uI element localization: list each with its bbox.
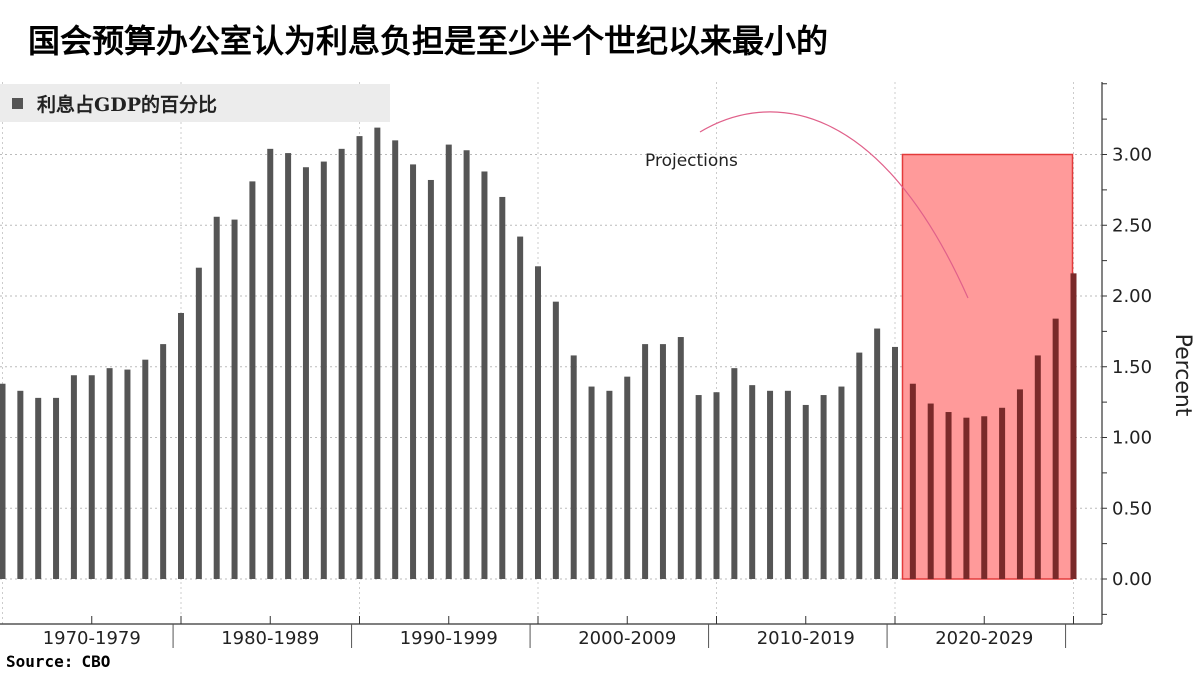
bar	[642, 344, 649, 579]
bar	[1052, 318, 1059, 579]
bar	[802, 404, 809, 579]
bar	[927, 403, 934, 579]
bar	[249, 181, 256, 579]
bar	[981, 416, 988, 579]
bar	[767, 390, 774, 579]
y-tick-label: 1.50	[1112, 357, 1152, 378]
bar	[320, 161, 327, 579]
bar	[142, 359, 149, 579]
source-note: Source: CBO	[6, 652, 118, 671]
legend: 利息占GDP的百分比	[0, 84, 390, 122]
y-tick-label: 2.00	[1112, 286, 1152, 307]
bar	[481, 171, 488, 580]
bar	[945, 412, 952, 579]
bar	[338, 148, 345, 579]
bar	[874, 328, 881, 579]
bar	[659, 344, 666, 579]
bar	[231, 219, 238, 579]
bar	[445, 144, 452, 579]
bar	[302, 167, 309, 580]
chart-title: 国会预算办公室认为利息负担是至少半个世纪以来最小的	[28, 22, 829, 60]
bar	[624, 376, 631, 579]
bar	[499, 196, 506, 579]
projection-annotation-label: Projections	[645, 151, 738, 171]
bar	[70, 375, 77, 579]
decade-label: 2000-2009	[578, 628, 676, 649]
legend-label: 利息占GDP的百分比	[37, 93, 217, 116]
bar	[570, 355, 577, 579]
bar	[178, 312, 184, 579]
bar	[53, 397, 60, 579]
bar	[1016, 389, 1023, 579]
bar	[213, 216, 220, 579]
bar	[784, 390, 791, 579]
decade-label: 2010-2019	[757, 628, 855, 649]
bar	[838, 386, 845, 579]
bar	[267, 148, 274, 579]
y-tick-label: 0.00	[1112, 569, 1152, 590]
bar	[909, 383, 916, 579]
y-tick-labels: 0.00 0.50 1.00 1.50 2.00 2.50 3.00	[1112, 145, 1152, 591]
bar	[88, 375, 95, 579]
bar	[963, 417, 970, 579]
bar	[410, 164, 417, 579]
bar	[0, 383, 6, 579]
decade-label: 1970-1979	[43, 628, 141, 649]
bar	[427, 179, 434, 579]
y-tick-label: 1.00	[1112, 428, 1152, 449]
decade-label: 1980-1989	[221, 628, 319, 649]
bar	[517, 236, 524, 579]
bar	[285, 153, 292, 579]
axes	[0, 82, 1107, 648]
bar	[856, 352, 863, 579]
bar	[552, 301, 559, 579]
bar	[160, 344, 167, 579]
bar	[1034, 355, 1041, 579]
bar	[892, 346, 898, 579]
bar	[463, 150, 470, 579]
y-tick-label: 0.50	[1112, 498, 1152, 519]
y-tick-label: 2.50	[1112, 215, 1152, 236]
bar	[731, 368, 738, 579]
bar	[35, 397, 42, 579]
source-value: CBO	[81, 652, 111, 671]
bar	[1070, 273, 1077, 579]
bar	[535, 266, 541, 579]
bar	[713, 392, 720, 579]
bar	[195, 267, 202, 579]
bar	[606, 390, 613, 579]
bar	[677, 337, 684, 579]
bar	[695, 395, 702, 579]
bar	[999, 407, 1006, 579]
y-tick-label: 3.00	[1112, 145, 1152, 166]
source-label: Source:	[6, 652, 74, 671]
bar	[749, 385, 756, 579]
legend-swatch	[12, 97, 23, 109]
y-axis-title: Percent	[1170, 334, 1195, 417]
decade-label: 1990-1999	[400, 628, 498, 649]
decade-label: 2020-2029	[935, 628, 1033, 649]
bar	[356, 136, 363, 580]
bars	[0, 127, 1077, 580]
bar	[17, 390, 24, 579]
decade-labels: 1970-1979 1980-1989 1990-1999 2000-2009 2010…	[43, 628, 1034, 649]
projection-annotation-arrow	[699, 111, 969, 299]
bar	[820, 395, 827, 579]
bar	[124, 369, 131, 579]
bar	[374, 127, 381, 580]
bar	[106, 368, 113, 579]
bar	[588, 386, 595, 579]
bar	[392, 140, 399, 579]
